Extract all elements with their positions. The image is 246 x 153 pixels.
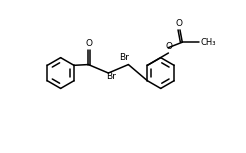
Text: Br: Br (107, 72, 116, 81)
Text: O: O (176, 19, 183, 28)
Text: CH₃: CH₃ (201, 38, 216, 47)
Text: O: O (86, 39, 92, 48)
Text: O: O (166, 42, 173, 51)
Text: Br: Br (119, 53, 129, 62)
